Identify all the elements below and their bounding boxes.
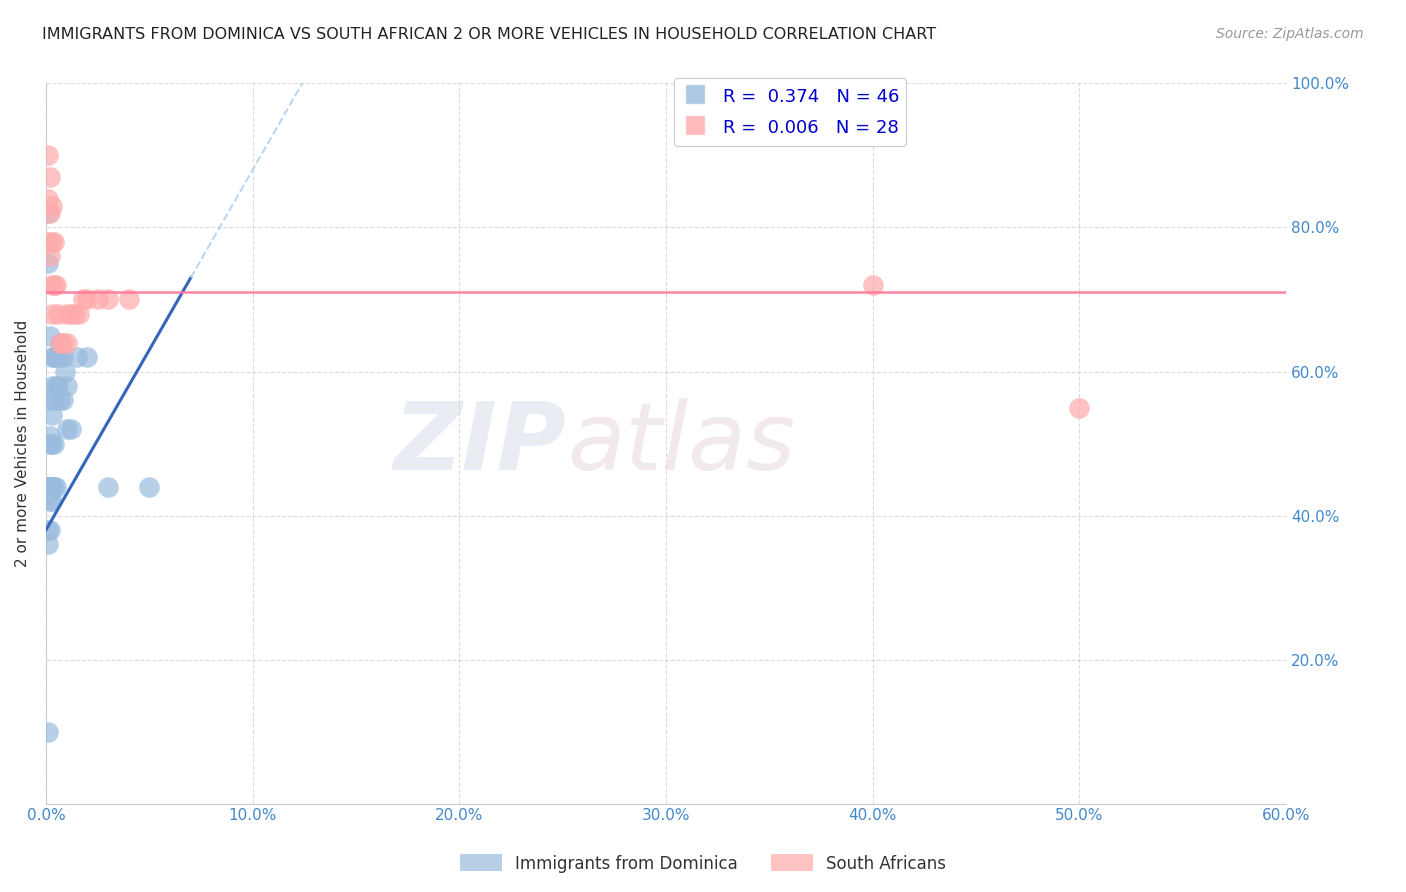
Point: [39, 249, 62, 263]
Point: [44, 393, 66, 408]
Legend: R =  0.374   N = 46, R =  0.006   N = 28: R = 0.374 N = 46, R = 0.006 N = 28: [673, 78, 905, 145]
Text: Source: ZipAtlas.com: Source: ZipAtlas.com: [1216, 27, 1364, 41]
Point: [37, 480, 59, 494]
Point: [63, 307, 86, 321]
Point: [41, 307, 63, 321]
Point: [41, 494, 63, 508]
Point: [41, 235, 63, 249]
Point: [41, 408, 63, 422]
Point: [138, 480, 160, 494]
Point: [55, 422, 77, 436]
Point: [76, 350, 98, 364]
Point: [48, 350, 70, 364]
Point: [39, 429, 62, 443]
Point: [66, 350, 89, 364]
Point: [37, 480, 59, 494]
Point: [1069, 401, 1091, 415]
Point: [37, 256, 59, 270]
Point: [55, 379, 77, 393]
Point: [39, 170, 62, 185]
Text: atlas: atlas: [567, 398, 794, 489]
Point: [45, 379, 67, 393]
Point: [48, 379, 70, 393]
Legend: Immigrants from Dominica, South Africans: Immigrants from Dominica, South Africans: [453, 847, 953, 880]
Point: [44, 436, 66, 450]
Point: [51, 335, 73, 350]
Point: [76, 293, 98, 307]
Point: [39, 480, 62, 494]
Point: [48, 307, 70, 321]
Point: [37, 523, 59, 537]
Point: [55, 335, 77, 350]
Point: [59, 307, 82, 321]
Point: [49, 335, 72, 350]
Point: [41, 278, 63, 293]
Point: [39, 494, 62, 508]
Point: [44, 480, 66, 494]
Text: IMMIGRANTS FROM DOMINICA VS SOUTH AFRICAN 2 OR MORE VEHICLES IN HOUSEHOLD CORREL: IMMIGRANTS FROM DOMINICA VS SOUTH AFRICA…: [42, 27, 936, 42]
Point: [59, 422, 82, 436]
Point: [39, 436, 62, 450]
Point: [45, 350, 67, 364]
Point: [86, 293, 108, 307]
Point: [51, 393, 73, 408]
Point: [49, 393, 72, 408]
Point: [37, 148, 59, 162]
Point: [37, 480, 59, 494]
Point: [41, 350, 63, 364]
Text: ZIP: ZIP: [394, 398, 567, 490]
Point: [97, 480, 120, 494]
Point: [37, 235, 59, 249]
Point: [37, 724, 59, 739]
Point: [37, 537, 59, 551]
Point: [117, 293, 139, 307]
Point: [44, 350, 66, 364]
Point: [37, 487, 59, 501]
Point: [41, 199, 63, 213]
Point: [41, 480, 63, 494]
Point: [55, 307, 77, 321]
Point: [45, 480, 67, 494]
Point: [39, 206, 62, 220]
Point: [53, 364, 76, 378]
Point: [67, 307, 90, 321]
Point: [37, 206, 59, 220]
Y-axis label: 2 or more Vehicles in Household: 2 or more Vehicles in Household: [15, 320, 30, 567]
Point: [41, 436, 63, 450]
Point: [49, 335, 72, 350]
Point: [51, 350, 73, 364]
Point: [72, 293, 94, 307]
Point: [41, 393, 63, 408]
Point: [37, 480, 59, 494]
Point: [862, 278, 884, 293]
Point: [44, 278, 66, 293]
Point: [45, 278, 67, 293]
Point: [39, 480, 62, 494]
Point: [37, 192, 59, 206]
Point: [41, 379, 63, 393]
Point: [39, 523, 62, 537]
Point: [44, 235, 66, 249]
Point: [39, 328, 62, 343]
Point: [37, 480, 59, 494]
Point: [97, 293, 120, 307]
